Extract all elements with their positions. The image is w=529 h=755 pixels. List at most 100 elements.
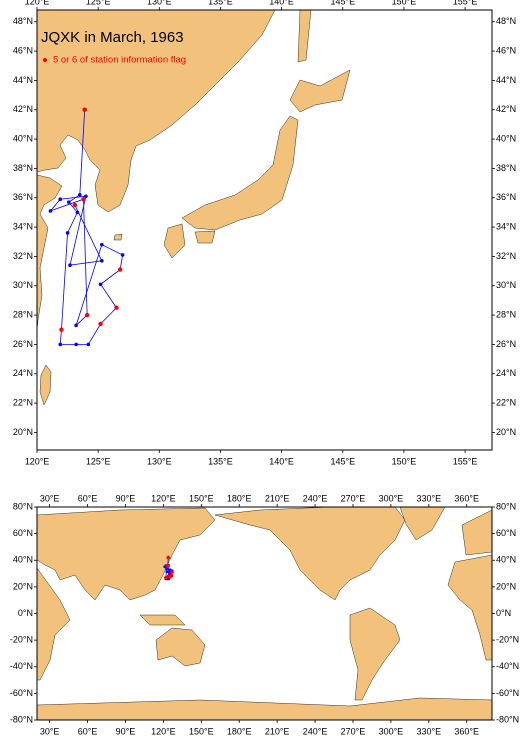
- track-point: [58, 342, 63, 347]
- y-tick-label: 40°N: [496, 133, 516, 143]
- flagged-point: [72, 202, 78, 208]
- x-tick-label: 120°E: [25, 0, 50, 6]
- x-tick-label: 90°E: [116, 726, 136, 736]
- x-tick-label: 30°E: [40, 493, 60, 503]
- x-tick-label: 360°E: [454, 493, 479, 503]
- flagged-point: [165, 564, 170, 569]
- x-tick-label: 155°E: [453, 0, 478, 6]
- y-tick-label: -60°N: [10, 688, 33, 698]
- flagged-point: [164, 575, 168, 580]
- y-tick-label: 28°N: [496, 309, 516, 319]
- flagged-point: [82, 107, 87, 112]
- y-tick-label: 0°N: [18, 608, 33, 618]
- y-tick-label: 48°N: [496, 16, 516, 26]
- track-point: [68, 263, 72, 268]
- legend-label: 5 or 6 of station information flag: [53, 55, 186, 66]
- y-tick-label: -20°N: [496, 635, 519, 645]
- y-tick-label: 46°N: [496, 45, 516, 55]
- x-tick-label: 180°E: [227, 726, 252, 736]
- y-tick-label: 30°N: [13, 280, 33, 290]
- x-tick-label: 210°E: [265, 493, 290, 503]
- flagged-point: [84, 312, 90, 318]
- x-tick-label: 125°E: [86, 0, 111, 6]
- x-tick-label: 300°E: [379, 493, 404, 503]
- x-tick-label: 150°E: [189, 493, 214, 503]
- y-tick-label: 24°N: [13, 368, 33, 378]
- y-tick-label: 32°N: [13, 251, 33, 261]
- x-tick-label: 150°E: [392, 456, 417, 466]
- flagged-point: [117, 267, 123, 272]
- x-tick-label: 180°E: [227, 493, 252, 503]
- x-tick-label: 130°E: [147, 456, 172, 466]
- y-tick-label: 40°N: [13, 133, 33, 143]
- track-point: [165, 570, 169, 574]
- y-tick-label: 32°N: [496, 251, 516, 261]
- y-tick-label: 26°N: [13, 339, 33, 349]
- track-point: [165, 567, 168, 571]
- y-tick-label: 46°N: [13, 45, 33, 55]
- track-point: [78, 193, 82, 197]
- y-tick-label: 30°N: [496, 280, 516, 290]
- track-point: [58, 197, 63, 201]
- y-tick-label: 48°N: [13, 16, 33, 26]
- track-point: [98, 282, 103, 287]
- y-tick-label: 28°N: [13, 309, 33, 319]
- map-title: JQXK in March, 1963: [41, 29, 184, 46]
- y-tick-label: 40°N: [496, 555, 516, 565]
- y-tick-label: 38°N: [496, 163, 516, 173]
- track-line: [49, 109, 124, 345]
- flagged-point: [166, 555, 171, 560]
- x-tick-label: 130°E: [147, 0, 172, 6]
- x-tick-label: 240°E: [303, 726, 328, 736]
- map-frame: [36, 9, 493, 451]
- track-point: [120, 253, 125, 257]
- track-point: [86, 342, 91, 347]
- flagged-point: [169, 573, 174, 578]
- track-point: [48, 209, 53, 213]
- y-tick-label: 34°N: [496, 221, 516, 231]
- flagged-point: [170, 570, 174, 574]
- x-tick-label: 140°E: [269, 456, 294, 466]
- y-tick-label: 42°N: [496, 104, 516, 114]
- x-tick-label: 30°E: [40, 726, 60, 736]
- y-tick-label: -40°N: [10, 661, 33, 671]
- x-tick-label: 150°E: [189, 726, 214, 736]
- track-point: [74, 323, 78, 328]
- x-tick-label: 330°E: [416, 726, 441, 736]
- y-tick-label: 38°N: [13, 163, 33, 173]
- x-tick-label: 60°E: [78, 493, 98, 503]
- x-tick-label: 240°E: [303, 493, 328, 503]
- y-tick-label: 24°N: [496, 368, 516, 378]
- x-tick-label: 155°E: [453, 456, 478, 466]
- x-tick-label: 125°E: [86, 456, 111, 466]
- y-tick-label: 44°N: [496, 75, 516, 85]
- y-tick-label: 20°N: [13, 581, 33, 591]
- x-tick-label: 270°E: [341, 726, 366, 736]
- flagged-point: [81, 197, 86, 202]
- track-point: [100, 242, 104, 247]
- y-tick-label: -60°N: [496, 688, 519, 698]
- x-tick-label: 135°E: [208, 0, 233, 6]
- flagged-point: [98, 321, 103, 327]
- flagged-point: [166, 574, 171, 579]
- y-tick-label: 22°N: [496, 397, 516, 407]
- y-tick-label: 42°N: [13, 104, 33, 114]
- y-tick-label: 80°N: [496, 501, 516, 511]
- y-tick-label: 60°N: [496, 528, 516, 538]
- y-tick-label: 36°N: [496, 192, 516, 202]
- x-tick-label: 90°E: [116, 493, 136, 503]
- y-tick-label: -80°N: [10, 714, 33, 724]
- y-tick-label: 36°N: [13, 192, 33, 202]
- flagged-point: [59, 327, 64, 332]
- y-tick-label: 20°N: [13, 427, 33, 437]
- track-point: [67, 200, 71, 204]
- x-tick-label: 360°E: [454, 726, 479, 736]
- y-tick-label: -20°N: [10, 635, 33, 645]
- y-tick-label: 20°N: [496, 581, 516, 591]
- track-point: [74, 342, 78, 347]
- y-tick-label: -80°N: [496, 714, 519, 724]
- track-point: [75, 210, 80, 215]
- x-tick-label: 210°E: [265, 726, 290, 736]
- x-tick-label: 135°E: [208, 456, 233, 466]
- land-world: [37, 507, 492, 720]
